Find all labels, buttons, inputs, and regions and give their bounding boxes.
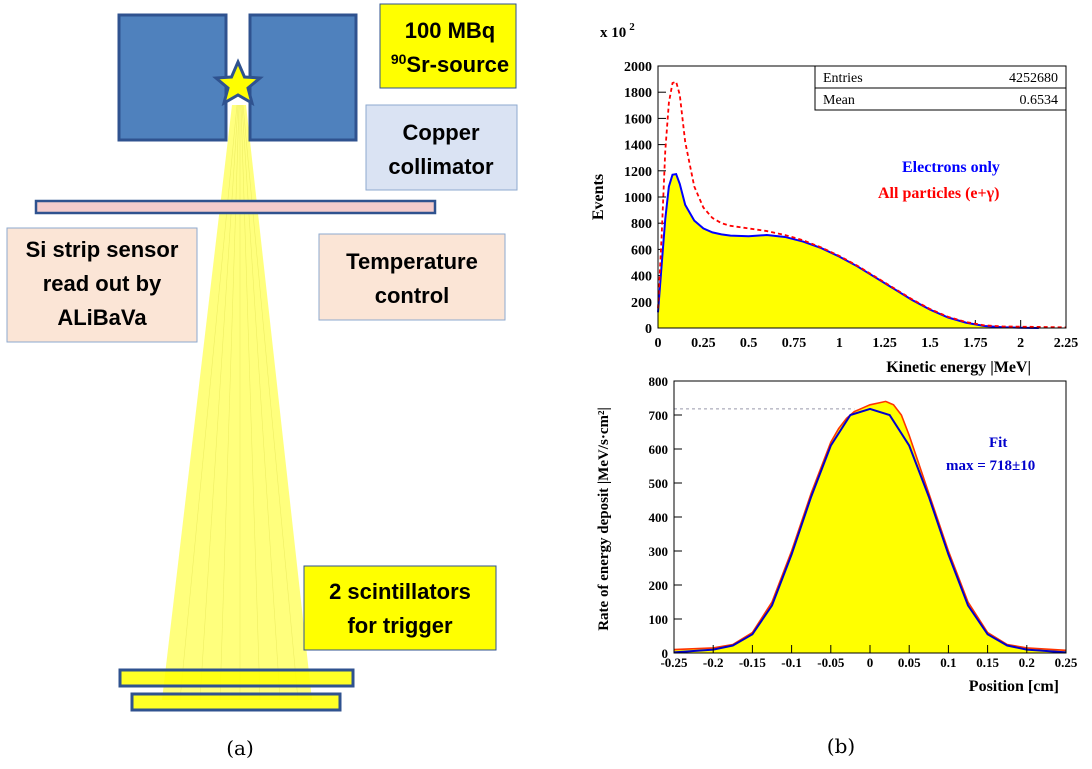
stats-box: Entries 4252680 Mean 0.6534 — [814, 65, 1067, 111]
x-tick-label: 1 — [836, 336, 843, 351]
y-tick-label: 0 — [662, 646, 669, 661]
collimator-block-right — [248, 13, 358, 142]
fit-value: max = 718±10 — [946, 458, 1035, 474]
series-line-1 — [673, 407, 1067, 654]
legend-all-particles: All particles (e+γ) — [878, 185, 999, 202]
legend-electrons: Electrons only — [902, 159, 1000, 176]
y-tick-label: 1800 — [624, 86, 652, 101]
series-fill-area — [658, 174, 1039, 328]
x-tick-label: 2 — [1017, 336, 1024, 351]
x-tick-label: -0.1 — [781, 655, 802, 670]
y-tick-label: 0 — [645, 322, 652, 337]
x-tick-label: 0 — [867, 655, 874, 670]
x-tick-label: 1.5 — [921, 336, 939, 351]
energy-spectrum-chart: x 10 2 0 0.25 0.5 0.75 1 1.25 1.5 1.75 2 2.25 0 200 4… — [590, 21, 1078, 376]
scintillator-label-box: 2 scintillators for trigger — [303, 565, 497, 651]
si-sensor-bar — [34, 199, 437, 215]
stats-mean-label: Mean — [823, 93, 855, 108]
x-tick-label: 0.25 — [691, 336, 716, 351]
x-tick-label: 0.15 — [976, 655, 999, 670]
x-tick-label: 0.1 — [940, 655, 956, 670]
stats-entries-value: 4252680 — [1009, 71, 1058, 86]
y-tick-label: 400 — [631, 270, 652, 285]
caption-a: (a) — [226, 736, 254, 760]
beam-cone — [162, 105, 312, 700]
x-tick-label: 0.75 — [782, 336, 807, 351]
y-tick-label: 100 — [649, 612, 669, 627]
y-tick-label: 600 — [631, 243, 652, 258]
x-tick-label: 0.25 — [1055, 655, 1078, 670]
x-tick-label: -0.2 — [703, 655, 724, 670]
sensor-label-line1: Si strip sensor — [26, 237, 179, 262]
fit-label: Fit — [989, 435, 1007, 451]
x-tick-label: 2.25 — [1054, 336, 1079, 351]
x-tick-label: 0.5 — [740, 336, 758, 351]
y-tick-label: 1400 — [624, 139, 652, 154]
y-tick-label: 400 — [649, 510, 669, 525]
collimator-label-box: Copper collimator — [365, 104, 518, 191]
y-tick-label: 500 — [649, 476, 669, 491]
scintillator-label-line1: 2 scintillators — [329, 579, 471, 604]
y-tick-label: 200 — [631, 296, 652, 311]
x-tick-label: -0.15 — [739, 655, 767, 670]
series-line-0 — [673, 400, 1067, 652]
y-tick-label: 1000 — [624, 191, 652, 206]
energy-deposit-profile-chart: -0.25 -0.2 -0.15 -0.1 -0.05 0 0.05 0.1 0.15 0.2 0.… — [596, 374, 1078, 695]
x-tick-label: -0.05 — [817, 655, 845, 670]
source-activity-text: 100 MBq — [405, 18, 495, 43]
scintillator-bar-1 — [118, 668, 355, 688]
sensor-label-box: Si strip sensor read out by ALiBaVa — [6, 227, 198, 343]
source-label-box: 100 MBq 90Sr-source — [379, 3, 517, 89]
scintillator-label-line2: for trigger — [347, 613, 453, 638]
sensor-label-line3: ALiBaVa — [57, 305, 147, 330]
temperature-label-line1: Temperature — [346, 249, 478, 274]
x-tick-label: 0 — [655, 336, 662, 351]
y-tick-label: 700 — [649, 408, 669, 423]
x-tick-label: 0.2 — [1019, 655, 1035, 670]
y-axis-label: Events — [590, 174, 607, 220]
y-tick-label: 600 — [649, 442, 669, 457]
x-axis-label: Position [cm] — [969, 678, 1059, 695]
x-tick-label: 1.25 — [872, 336, 897, 351]
y-tick-label: 1600 — [624, 112, 652, 127]
x-tick-label: -0.25 — [660, 655, 688, 670]
collimator-label-line2: collimator — [388, 154, 494, 179]
source-isotope-text: 90Sr-source — [391, 51, 509, 77]
y-tick-label: 300 — [649, 544, 669, 559]
collimator-label-line1: Copper — [403, 120, 480, 145]
series-fill-area — [674, 401, 1066, 653]
panel-a-setup: 100 MBq 90Sr-source Copper collimator Si… — [6, 3, 518, 760]
y-tick-label: 1200 — [624, 165, 652, 180]
stats-entries-label: Entries — [823, 71, 863, 86]
y-tick-label: 800 — [631, 217, 652, 232]
x-tick-label: 0.05 — [898, 655, 921, 670]
y-multiplier-label: x 10 2 — [600, 21, 635, 41]
y-axis-label: Rate of energy deposit |MeV/s·cm²| — [596, 407, 612, 631]
x-axis-label: Kinetic energy |MeV| — [886, 359, 1031, 376]
y-tick-label: 200 — [649, 578, 669, 593]
source-star-icon — [212, 58, 264, 107]
series-line-1 — [657, 80, 1067, 329]
collimator-block-left — [117, 13, 228, 142]
sensor-label-line2: read out by — [43, 271, 162, 296]
temperature-label-box: Temperature control — [318, 233, 506, 321]
caption-b: (b) — [827, 734, 855, 758]
scintillator-bar-2 — [130, 692, 342, 712]
series-line-0 — [657, 172, 1039, 329]
y-tick-label: 800 — [649, 374, 669, 389]
temperature-label-line2: control — [375, 283, 450, 308]
stats-mean-value: 0.6534 — [1020, 93, 1059, 108]
plot-frame — [673, 380, 1067, 654]
x-tick-label: 1.75 — [963, 336, 988, 351]
y-tick-label: 2000 — [624, 60, 652, 75]
